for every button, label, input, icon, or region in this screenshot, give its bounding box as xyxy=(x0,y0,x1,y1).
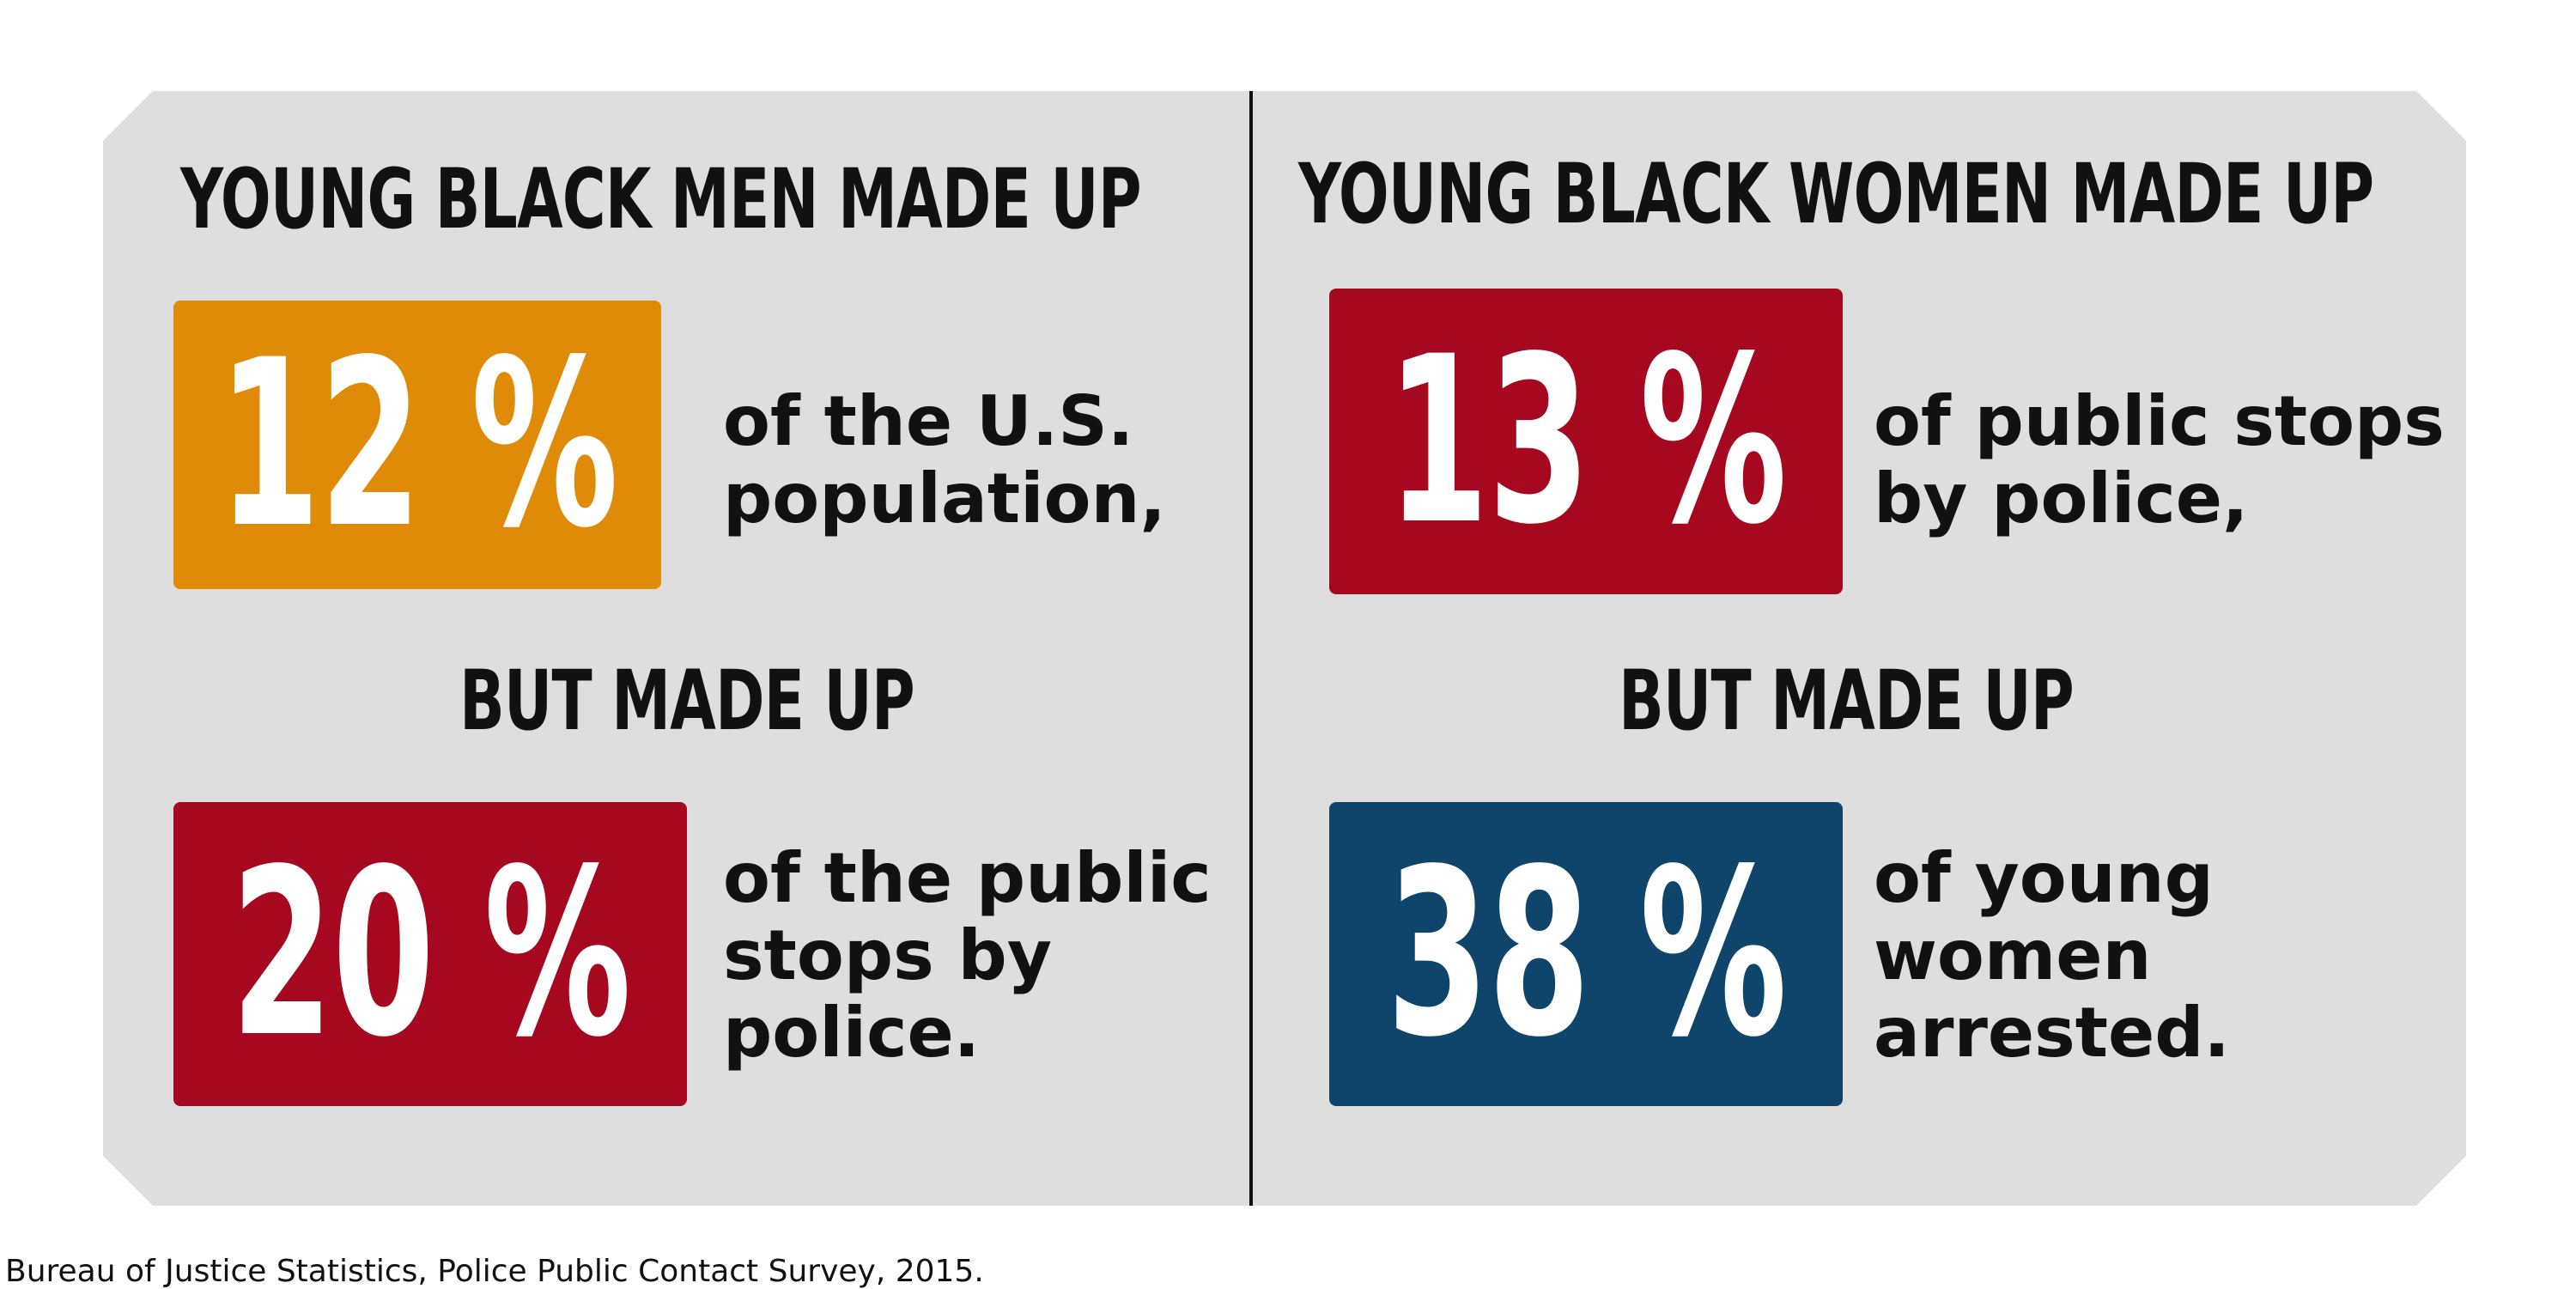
right-stat2-box: 38 % xyxy=(1329,802,1843,1106)
left-but-heading: BUT MADE UP xyxy=(459,653,915,749)
left-stat1-value: 12 % xyxy=(217,311,617,579)
right-heading: YOUNG BLACK WOMEN MADE UP xyxy=(1298,146,2374,242)
right-stat2-value: 38 % xyxy=(1386,820,1786,1088)
left-stat2-box: 20 % xyxy=(173,802,687,1106)
left-stat2-value: 20 % xyxy=(230,820,630,1088)
left-stat1-box: 12 % xyxy=(173,301,661,589)
left-heading: YOUNG BLACK MEN MADE UP xyxy=(180,151,1141,247)
center-divider xyxy=(1249,91,1253,1206)
left-stat2-text: of the public stops by police. xyxy=(723,838,1212,1073)
right-but-heading: BUT MADE UP xyxy=(1619,653,2075,749)
right-stat1-text: of public stops by police, xyxy=(1874,381,2445,538)
source-caption: Bureau of Justice Statistics, Police Pub… xyxy=(5,1254,984,1289)
left-stat1-text: of the U.S. population, xyxy=(723,381,1166,538)
right-stat1-box: 13 % xyxy=(1329,289,1843,594)
right-stat1-value: 13 % xyxy=(1386,307,1786,575)
right-stat2-text: of young women arrested. xyxy=(1874,838,2230,1073)
